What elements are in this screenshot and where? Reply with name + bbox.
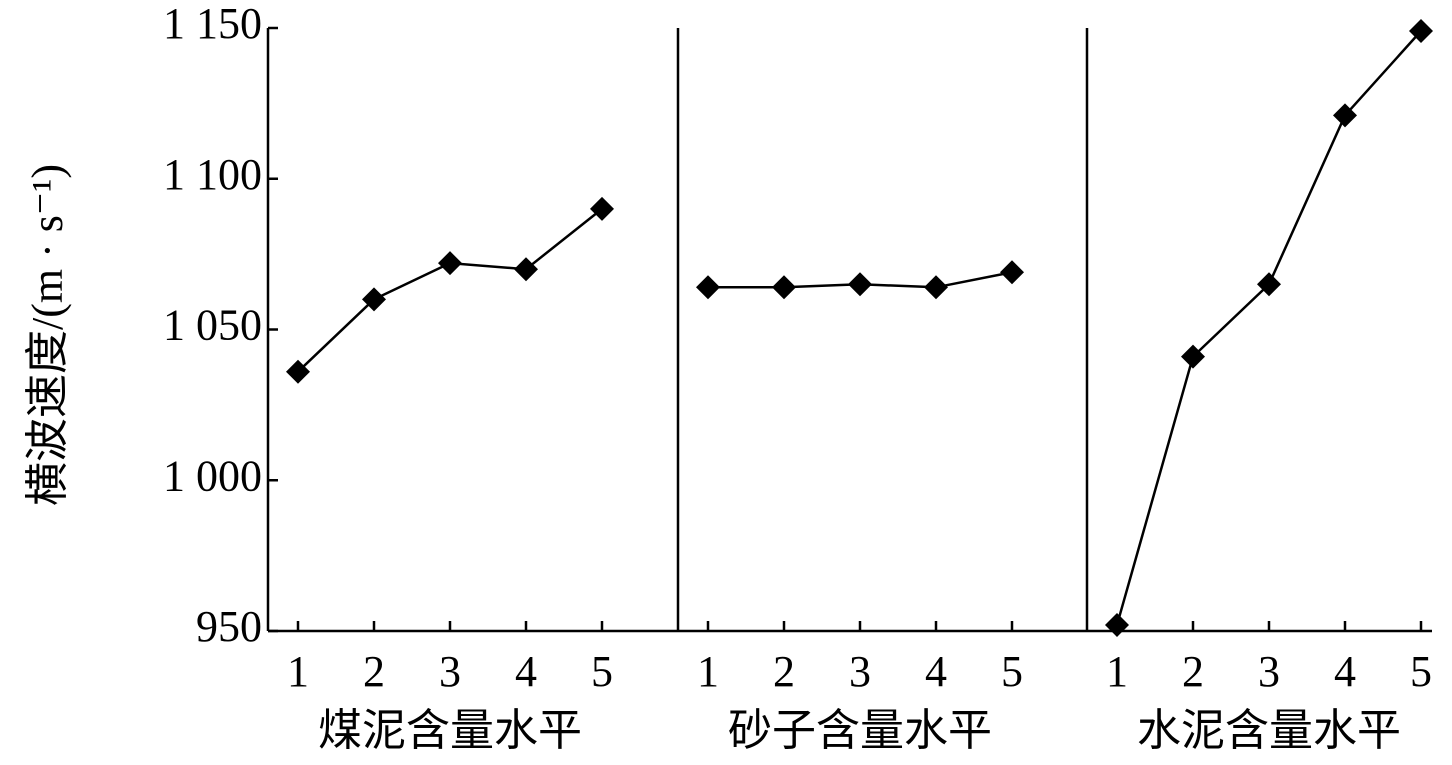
x-tick-label: 3 — [849, 647, 871, 696]
marker — [590, 196, 614, 221]
y-tick-label: 1 150 — [163, 0, 262, 48]
marker — [1333, 103, 1357, 128]
marker — [438, 251, 462, 276]
x-tick-label: 4 — [515, 647, 537, 696]
x-tick-label: 5 — [1001, 647, 1023, 696]
marker — [696, 275, 720, 300]
x-tick-label: 1 — [287, 647, 309, 696]
marker — [772, 275, 796, 300]
marker — [924, 275, 948, 300]
marker — [1105, 612, 1129, 637]
x-tick-label: 2 — [1182, 647, 1204, 696]
marker — [1257, 272, 1281, 297]
x-tick-label: 5 — [1410, 647, 1432, 696]
y-axis-label: 横波速度/(m · s⁻¹) — [23, 164, 72, 506]
y-tick-label: 950 — [196, 602, 262, 651]
line — [1115, 30, 1422, 626]
y-tick-label: 1 000 — [163, 451, 262, 500]
marker — [1000, 260, 1024, 285]
x-tick-label: 3 — [1258, 647, 1280, 696]
marker — [1409, 19, 1433, 44]
marker — [1181, 344, 1205, 369]
line — [297, 207, 603, 373]
x-tick-label: 4 — [1334, 647, 1356, 696]
x-tick-label: 2 — [773, 647, 795, 696]
x-tick-label: 2 — [363, 647, 385, 696]
marker — [848, 272, 872, 297]
x-tick-label: 1 — [1106, 647, 1128, 696]
marker — [362, 287, 386, 312]
x-tick-label: 5 — [591, 647, 613, 696]
x-axis-label: 煤泥含量水平 — [318, 706, 582, 755]
x-tick-label: 4 — [925, 647, 947, 696]
x-tick-label: 3 — [439, 647, 461, 696]
y-tick-label: 1 050 — [163, 301, 262, 350]
x-axis-label: 水泥含量水平 — [1137, 706, 1401, 755]
y-tick-label: 1 100 — [163, 150, 262, 199]
x-axis-label: 砂子含量水平 — [728, 706, 992, 755]
x-tick-label: 1 — [697, 647, 719, 696]
marker — [286, 359, 310, 384]
marker — [514, 257, 538, 282]
